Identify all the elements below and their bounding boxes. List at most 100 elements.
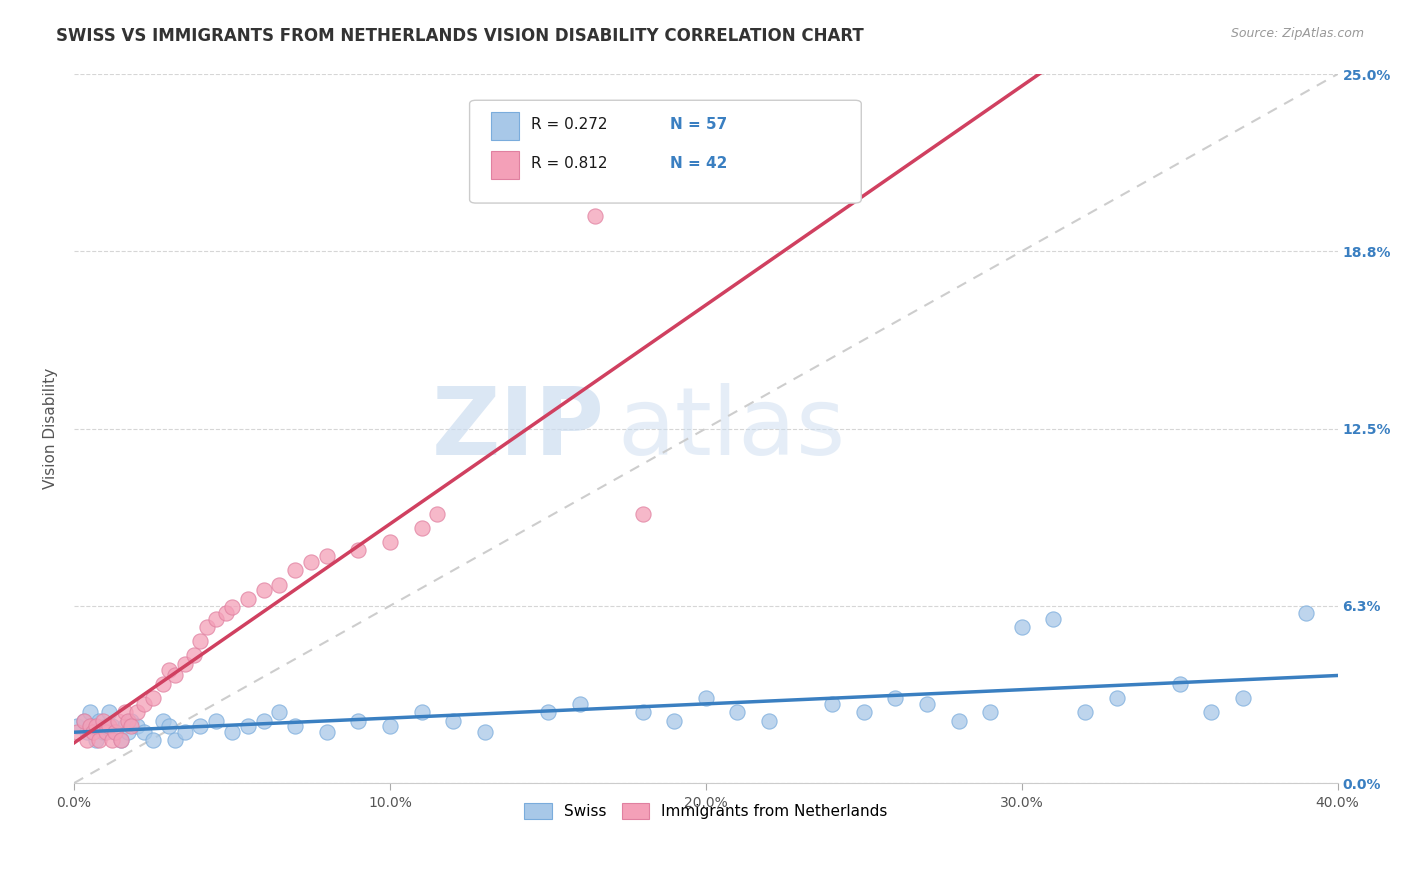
Point: [94, 725, 117, 739]
Text: N = 57: N = 57: [671, 117, 728, 132]
Text: R = 0.272: R = 0.272: [531, 117, 607, 132]
Point: [236, 591, 259, 606]
Point: [631, 705, 654, 719]
Point: [583, 209, 606, 223]
FancyBboxPatch shape: [491, 112, 519, 140]
Point: [97, 705, 120, 719]
Point: [101, 733, 124, 747]
Point: [948, 714, 970, 728]
Point: [89, 733, 111, 747]
Point: [537, 705, 560, 719]
Point: [165, 668, 187, 682]
Point: [378, 535, 401, 549]
Point: [269, 577, 291, 591]
Point: [631, 507, 654, 521]
Text: R = 0.812: R = 0.812: [531, 156, 607, 171]
Text: SWISS VS IMMIGRANTS FROM NETHERLANDS VISION DISABILITY CORRELATION CHART: SWISS VS IMMIGRANTS FROM NETHERLANDS VIS…: [56, 27, 865, 45]
Point: [82, 725, 104, 739]
Point: [205, 611, 228, 625]
Point: [76, 725, 98, 739]
Point: [695, 690, 717, 705]
Point: [221, 725, 243, 739]
Point: [1232, 690, 1254, 705]
Point: [1011, 620, 1033, 634]
Point: [132, 697, 155, 711]
Point: [94, 719, 117, 733]
Text: Source: ZipAtlas.com: Source: ZipAtlas.com: [1230, 27, 1364, 40]
Point: [84, 719, 107, 733]
Point: [884, 690, 907, 705]
Point: [1074, 705, 1097, 719]
Point: [101, 719, 124, 733]
Point: [183, 648, 205, 663]
Point: [127, 719, 149, 733]
Text: atlas: atlas: [617, 383, 845, 475]
Point: [76, 733, 98, 747]
Point: [1168, 677, 1191, 691]
Point: [269, 705, 291, 719]
Point: [378, 719, 401, 733]
Point: [252, 583, 274, 598]
Point: [104, 725, 127, 739]
Point: [426, 507, 449, 521]
Point: [157, 719, 180, 733]
Point: [117, 714, 139, 728]
Point: [821, 697, 844, 711]
Point: [110, 733, 132, 747]
Point: [173, 657, 195, 671]
Point: [568, 697, 591, 711]
Point: [758, 714, 780, 728]
Point: [107, 714, 129, 728]
Point: [915, 697, 938, 711]
Point: [132, 725, 155, 739]
Point: [315, 549, 337, 563]
Point: [91, 714, 114, 728]
Point: [72, 714, 94, 728]
Point: [221, 600, 243, 615]
Point: [727, 705, 749, 719]
Point: [152, 677, 174, 691]
Point: [79, 705, 101, 719]
Point: [1105, 690, 1128, 705]
Point: [84, 733, 107, 747]
Point: [157, 663, 180, 677]
Legend: Swiss, Immigrants from Netherlands: Swiss, Immigrants from Netherlands: [517, 797, 894, 825]
Point: [72, 714, 94, 728]
Point: [215, 606, 238, 620]
Point: [89, 714, 111, 728]
Point: [411, 705, 433, 719]
Y-axis label: Vision Disability: Vision Disability: [44, 368, 58, 489]
Point: [411, 521, 433, 535]
Point: [236, 719, 259, 733]
Point: [114, 719, 136, 733]
Point: [127, 705, 149, 719]
Point: [852, 705, 875, 719]
Point: [190, 719, 212, 733]
Point: [284, 719, 307, 733]
Point: [252, 714, 274, 728]
Point: [347, 714, 370, 728]
Point: [1295, 606, 1317, 620]
Point: [347, 543, 370, 558]
Point: [152, 714, 174, 728]
Point: [664, 714, 686, 728]
FancyBboxPatch shape: [491, 151, 519, 179]
FancyBboxPatch shape: [470, 100, 862, 203]
Point: [117, 725, 139, 739]
Point: [1201, 705, 1223, 719]
Point: [142, 690, 165, 705]
Point: [91, 725, 114, 739]
Point: [120, 714, 142, 728]
Point: [66, 719, 89, 733]
Point: [299, 555, 322, 569]
Point: [205, 714, 228, 728]
Point: [441, 714, 464, 728]
Point: [120, 719, 142, 733]
Point: [114, 705, 136, 719]
Point: [173, 725, 195, 739]
Point: [97, 719, 120, 733]
Point: [315, 725, 337, 739]
Point: [190, 634, 212, 648]
Point: [82, 719, 104, 733]
Point: [142, 733, 165, 747]
